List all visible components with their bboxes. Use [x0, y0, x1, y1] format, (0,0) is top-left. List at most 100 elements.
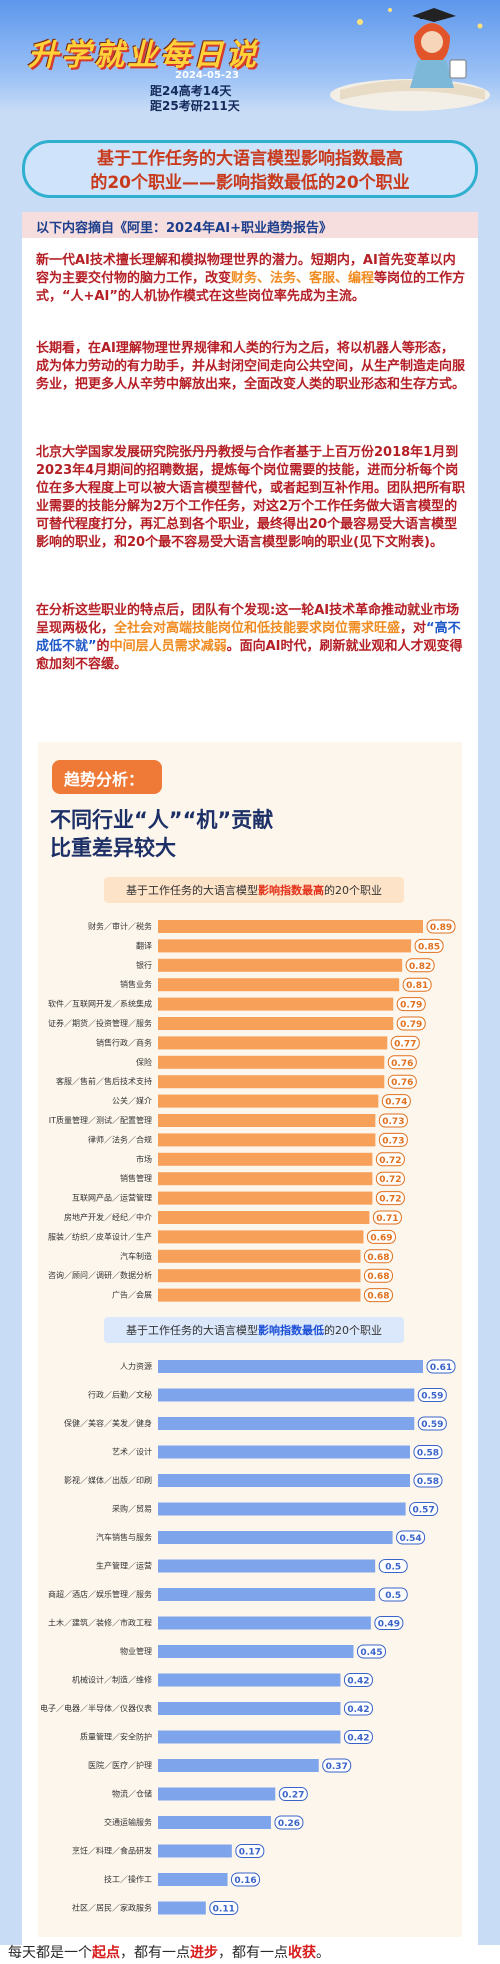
- footer-text: 每天都是一个起点，都有一点进步，都有一点收获。: [8, 1942, 330, 1962]
- chart-lowest-title-text: 基于工作任务的大语言模型: [126, 1324, 258, 1337]
- value-badge: [378, 1113, 408, 1128]
- value-label: 0.76: [391, 1078, 413, 1088]
- category-label: 销售管理: [120, 1173, 152, 1183]
- article-title-box: 基于工作任务的大语言模型影响指数最高 的20个职业——影响指数最低的20个职业: [22, 140, 478, 198]
- value-label: 0.57: [413, 1506, 435, 1516]
- paragraph-4-text-b: ，对: [400, 621, 427, 636]
- value-label: 0.72: [379, 1195, 401, 1205]
- value-badge: [396, 1016, 426, 1031]
- bar: [158, 1816, 271, 1829]
- category-label: 商超／酒店／娱乐管理／服务: [48, 1589, 152, 1599]
- category-label: 土木／建筑／装修／市政工程: [48, 1618, 152, 1628]
- bar: [158, 1502, 406, 1516]
- chart-highest-title-text: 基于工作任务的大语言模型: [126, 884, 258, 897]
- value-label: 0.61: [430, 1363, 452, 1373]
- value-badge: [209, 1901, 239, 1915]
- bar: [158, 1172, 373, 1186]
- value-label: 0.74: [385, 1098, 407, 1108]
- value-label: 0.5: [385, 1563, 401, 1573]
- bar: [158, 1017, 394, 1030]
- chart-lowest-impact: 人力资源 0.61 行政／后勤／文秘 0.59 保健／美容／美发／健身 0.59 艺术／设计…: [40, 1359, 456, 1915]
- value-badge: [378, 1559, 408, 1573]
- bar: [158, 1474, 410, 1487]
- bar: [158, 1616, 371, 1630]
- category-label: 电子／电器／半导体／仪器仪表: [40, 1703, 152, 1713]
- main-card: 以下内容摘自《阿里：2024年AI+职业趋势报告》 新一代AI技术擅长理解和模拟…: [22, 212, 478, 1945]
- category-label: 咨询／顾问／调研／数据分析: [48, 1270, 152, 1280]
- value-label: 0.5: [385, 1591, 401, 1601]
- category-label: 证券／期货／投资管理／服务: [48, 1018, 152, 1028]
- chart-lowest-title-suffix: 的20个职业: [324, 1324, 382, 1337]
- category-label: 软件／互联网开发／系统集成: [48, 999, 152, 1009]
- value-label: 0.73: [382, 1136, 404, 1146]
- article-title-line1: 基于工作任务的大语言模型影响指数最高: [97, 149, 403, 169]
- bar: [158, 1036, 388, 1050]
- trend-badge: 趋势分析：: [52, 760, 162, 794]
- value-badge: [356, 1644, 386, 1659]
- category-label: 汽车制造: [120, 1251, 152, 1261]
- bar: [158, 1055, 385, 1069]
- bar: [158, 997, 394, 1011]
- category-label: 翻译: [136, 941, 152, 950]
- value-label: 0.11: [213, 1905, 235, 1915]
- bar: [158, 1730, 341, 1744]
- value-label: 0.49: [378, 1620, 400, 1630]
- bar: [158, 1588, 376, 1601]
- category-label: 汽车销售与服务: [96, 1532, 152, 1542]
- bar: [158, 1445, 410, 1459]
- value-label: 0.89: [430, 923, 452, 933]
- value-badge: [402, 977, 432, 992]
- bar: [158, 1211, 370, 1224]
- value-label: 0.27: [282, 1791, 304, 1801]
- page-logo-title: 升学就业每日说: [28, 38, 259, 73]
- bar: [158, 1787, 276, 1801]
- bar: [158, 1152, 373, 1166]
- gaokao-countdown: 距24高考14天: [150, 84, 232, 98]
- category-label: 人力资源: [120, 1361, 152, 1371]
- value-badge: [413, 1473, 443, 1488]
- value-label: 0.45: [360, 1648, 382, 1658]
- category-label: 物流／仓储: [112, 1789, 152, 1799]
- chart-highest-impact: 财务／审计／税务 0.89 翻译 0.85 银行 0.82 销售业务 0.81 软件／互联网开发…: [48, 919, 456, 1303]
- value-badge: [378, 1587, 408, 1602]
- value-badge: [375, 1152, 405, 1167]
- header-date: 2024-05-23: [175, 70, 239, 81]
- category-label: 交通运输服务: [104, 1817, 152, 1827]
- value-badge: [372, 1210, 402, 1225]
- value-badge: [417, 1416, 447, 1431]
- category-label: 行政／后勤／文秘: [88, 1390, 152, 1400]
- value-badge: [343, 1673, 373, 1687]
- value-badge: [413, 1445, 443, 1459]
- bar: [158, 1191, 373, 1205]
- value-badge: [378, 1132, 408, 1147]
- value-label: 0.85: [418, 942, 440, 952]
- bar: [158, 1759, 319, 1772]
- category-label: 销售业务: [120, 979, 152, 989]
- footer-part-3: ，都有一点: [218, 1945, 288, 1961]
- bar: [158, 1114, 376, 1127]
- category-label: 保健／美容／美发／健身: [64, 1418, 152, 1428]
- value-label: 0.68: [367, 1253, 389, 1263]
- bar: [158, 958, 403, 972]
- paragraph-4-text-c: 的: [96, 639, 110, 654]
- value-badge: [363, 1249, 393, 1264]
- chart-highest-title-suffix: 的20个职业: [324, 884, 382, 897]
- value-badge: [426, 919, 456, 934]
- value-label: 0.59: [421, 1392, 443, 1402]
- value-label: 0.72: [379, 1175, 401, 1185]
- value-badge: [414, 938, 444, 953]
- value-label: 0.42: [347, 1734, 369, 1744]
- bar: [158, 920, 423, 933]
- value-badge: [387, 1055, 417, 1070]
- value-label: 0.59: [421, 1420, 443, 1430]
- bar: [158, 1360, 423, 1373]
- value-badge: [363, 1268, 393, 1283]
- value-label: 0.54: [399, 1534, 421, 1544]
- footer-keyword-3: 收获: [288, 1945, 316, 1961]
- bar: [158, 978, 400, 992]
- value-label: 0.37: [326, 1762, 348, 1772]
- category-label: 机械设计／制造／维修: [72, 1675, 152, 1685]
- bar: [158, 1388, 415, 1402]
- value-badge: [405, 958, 435, 973]
- bar: [158, 1645, 354, 1658]
